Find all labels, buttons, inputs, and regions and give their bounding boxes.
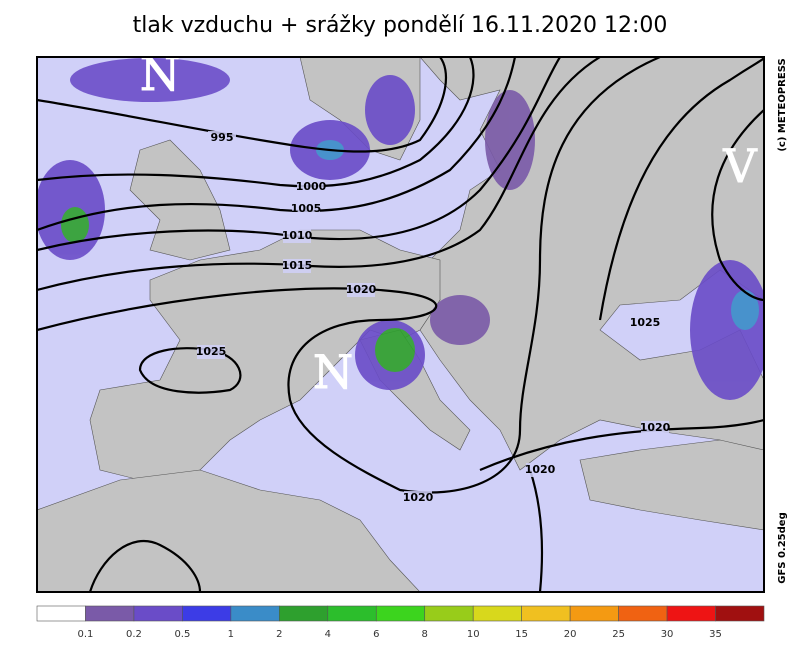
isobar-label-bg	[404, 491, 432, 505]
precipitation	[37, 58, 764, 400]
isobar-label-bg	[347, 283, 375, 297]
map-area: 995 1000 1005 1010 1015 1020 1025 1025 1020 1020 1…	[37, 47, 764, 592]
isobar-label-bg	[208, 131, 236, 145]
isobar	[37, 57, 661, 494]
legend-swatch	[85, 605, 135, 622]
isobar-label-bg	[297, 180, 325, 194]
isobar	[138, 347, 242, 394]
legend-label: 2	[276, 629, 282, 640]
legend-swatch	[666, 605, 716, 622]
model-label: GFS 0.25deg	[777, 512, 788, 584]
isobar	[528, 469, 544, 592]
isobar-label-bg	[526, 463, 554, 477]
isobar-label: 1020	[403, 491, 434, 504]
isobar	[37, 57, 517, 232]
copyright: (c) METEOPRESS	[777, 58, 788, 151]
legend-swatch	[424, 605, 474, 622]
legend-swatch	[521, 605, 571, 622]
isobar-label: 1010	[282, 229, 313, 242]
isobar-label: 1005	[291, 202, 322, 215]
pressure-center: N	[313, 345, 353, 399]
pressure-center: V	[722, 139, 757, 193]
legend-swatch	[279, 605, 329, 622]
isobar	[88, 539, 202, 592]
legend-label: 0.1	[78, 629, 94, 640]
legend-swatch	[569, 605, 619, 622]
isobar-label-bg	[283, 229, 311, 243]
legend-label: 15	[515, 629, 528, 640]
legend-label: 0.2	[126, 629, 142, 640]
isobar-label-bg	[631, 316, 659, 330]
isobar-label: 1020	[346, 283, 377, 296]
legend-label: 35	[709, 629, 722, 640]
legend-label: 6	[373, 629, 379, 640]
legend-label: 0.5	[174, 629, 190, 640]
legend-swatch	[36, 605, 86, 622]
isobar-label: 1015	[282, 259, 313, 272]
isobar-label: 995	[211, 131, 234, 144]
isobar-label: 1020	[525, 463, 556, 476]
legend-swatch	[133, 605, 183, 622]
legend-label: 8	[422, 629, 428, 640]
legend-swatch	[715, 605, 765, 622]
isobar	[37, 57, 475, 188]
isobar	[598, 57, 764, 321]
isobar-label-bg	[292, 202, 320, 216]
legend-label: 1	[228, 629, 234, 640]
map-title: tlak vzduchu + srážky pondělí 16.11.2020…	[133, 13, 668, 38]
legend-label: 10	[467, 629, 480, 640]
land-africa	[37, 469, 421, 592]
isobar-label: 1000	[296, 180, 327, 193]
legend-label: 25	[612, 629, 625, 640]
isobar-label: 1025	[196, 345, 227, 358]
legend-swatch	[618, 605, 668, 622]
isobar-label-bg	[641, 421, 669, 435]
isobar-label: 1025	[630, 316, 661, 329]
isobar-label-bg	[197, 345, 225, 359]
legend-swatch	[230, 605, 280, 622]
map-frame	[36, 56, 765, 593]
legend-label: 20	[564, 629, 577, 640]
legend-swatch	[327, 605, 377, 622]
color-legend: 0.1 0.2 0.5 1 2 4 6 8 10 15 20 25 30 35	[36, 605, 765, 640]
legend-label: 30	[661, 629, 674, 640]
isobar	[37, 57, 601, 292]
legend-swatch	[182, 605, 232, 622]
legend-swatch	[375, 605, 426, 622]
pressure-center: N	[140, 47, 180, 101]
land-turkey	[579, 439, 764, 531]
legend-label: 4	[325, 629, 331, 640]
isobar-label-bg	[283, 259, 311, 273]
isobar-label: 1020	[640, 421, 671, 434]
isobar	[37, 57, 448, 153]
isobar	[37, 57, 561, 252]
legend-swatch	[472, 605, 522, 622]
